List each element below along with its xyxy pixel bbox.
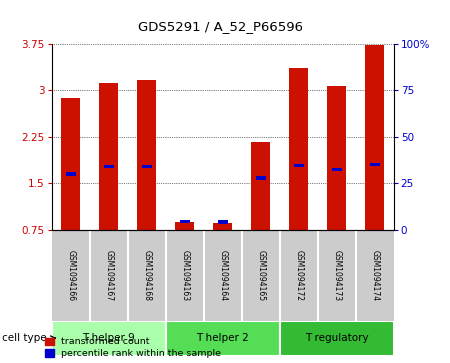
Text: GSM1094163: GSM1094163 bbox=[180, 249, 189, 301]
Bar bbox=[251, 142, 270, 230]
Bar bbox=[280, 321, 394, 356]
Text: GSM1094174: GSM1094174 bbox=[370, 249, 379, 301]
Text: T regulatory: T regulatory bbox=[305, 333, 369, 343]
Bar bbox=[61, 98, 80, 230]
Text: GSM1094173: GSM1094173 bbox=[332, 249, 341, 301]
Bar bbox=[104, 165, 113, 168]
Text: GSM1094164: GSM1094164 bbox=[218, 249, 227, 301]
Bar bbox=[175, 221, 194, 230]
Text: GSM1094167: GSM1094167 bbox=[104, 249, 113, 301]
Bar bbox=[142, 165, 152, 168]
Bar bbox=[289, 68, 308, 230]
Bar bbox=[218, 220, 228, 224]
Bar bbox=[137, 79, 156, 230]
Text: T helper 2: T helper 2 bbox=[196, 333, 249, 343]
Legend: transformed count, percentile rank within the sample: transformed count, percentile rank withi… bbox=[45, 338, 221, 358]
Bar bbox=[52, 321, 166, 356]
Bar bbox=[294, 164, 303, 167]
Bar bbox=[332, 168, 342, 171]
Bar bbox=[370, 163, 379, 166]
Bar bbox=[213, 223, 232, 230]
Text: GSM1094166: GSM1094166 bbox=[66, 249, 75, 301]
Bar bbox=[66, 172, 76, 176]
Text: GDS5291 / A_52_P66596: GDS5291 / A_52_P66596 bbox=[138, 20, 303, 33]
Text: T helper 9: T helper 9 bbox=[82, 333, 135, 343]
Text: GSM1094168: GSM1094168 bbox=[142, 250, 151, 301]
Bar bbox=[256, 176, 265, 180]
Bar bbox=[180, 220, 189, 223]
Bar bbox=[99, 83, 118, 230]
Bar bbox=[327, 86, 346, 230]
Text: cell type: cell type bbox=[2, 333, 47, 343]
Bar bbox=[365, 45, 384, 230]
Text: GSM1094172: GSM1094172 bbox=[294, 250, 303, 301]
Bar bbox=[166, 321, 280, 356]
Text: GSM1094165: GSM1094165 bbox=[256, 249, 265, 301]
